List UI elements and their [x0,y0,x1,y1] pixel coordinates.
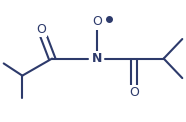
Text: O: O [92,15,102,28]
Text: O: O [129,86,139,99]
Text: N: N [92,52,102,65]
Text: O: O [36,23,46,36]
